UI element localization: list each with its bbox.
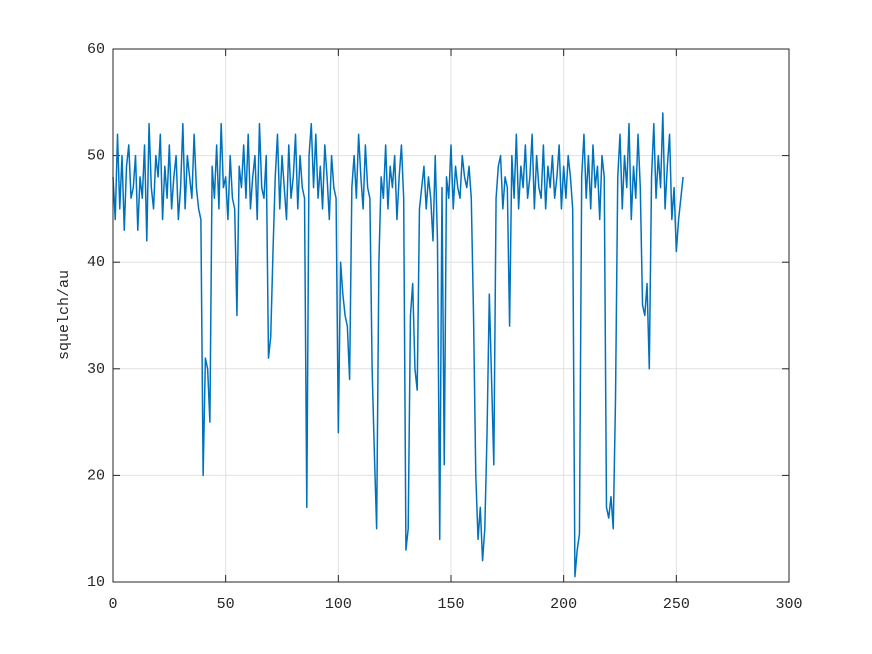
x-tick-label: 200 xyxy=(550,596,577,613)
y-tick-label: 20 xyxy=(87,467,105,484)
y-axis-label: squelch/au xyxy=(56,270,73,360)
y-tick-label: 50 xyxy=(87,148,105,165)
axes-box xyxy=(112,48,790,583)
y-tick-label: 60 xyxy=(87,41,105,58)
x-tick-label: 50 xyxy=(217,596,235,613)
data-line xyxy=(112,112,684,578)
y-tick-label: 40 xyxy=(87,254,105,271)
y-tick-label: 30 xyxy=(87,361,105,378)
y-tick-label: 10 xyxy=(87,574,105,591)
x-tick-label: 150 xyxy=(437,596,464,613)
x-tick-label: 0 xyxy=(108,596,117,613)
x-tick-label: 300 xyxy=(775,596,802,613)
x-tick-label: 250 xyxy=(663,596,690,613)
x-tick-label: 100 xyxy=(325,596,352,613)
